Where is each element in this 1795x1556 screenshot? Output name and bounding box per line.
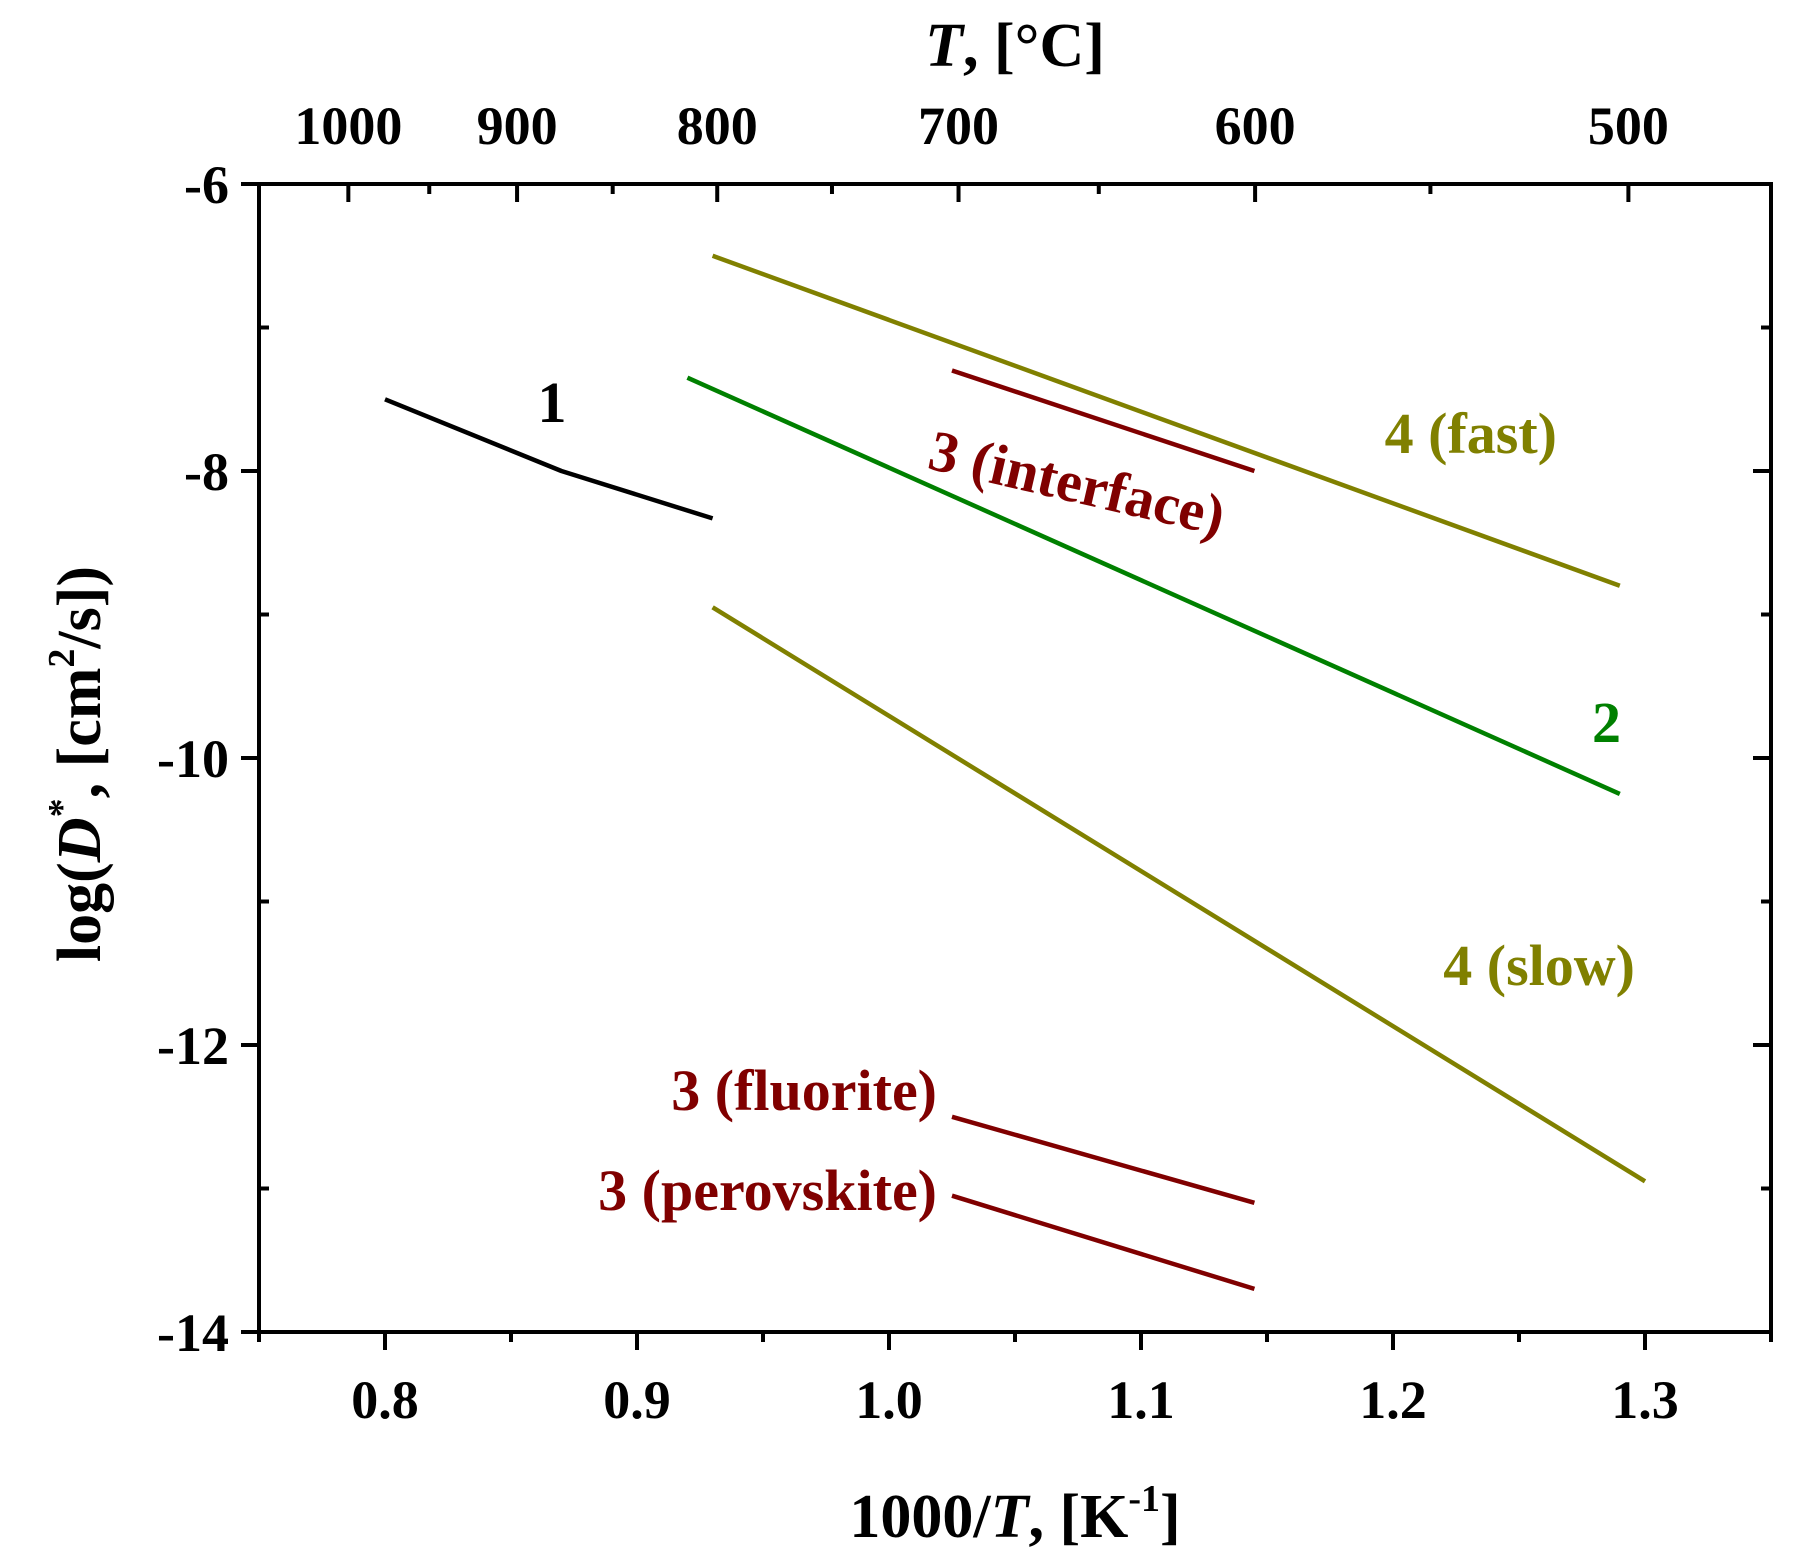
top-tick-label: 700 bbox=[918, 96, 999, 156]
label-series-2: 2 bbox=[1592, 690, 1621, 755]
series-line-2 bbox=[951, 368, 1256, 474]
series-line-6 bbox=[711, 605, 1647, 1184]
top-tick-label: 600 bbox=[1215, 96, 1296, 156]
label-series-3-interface: 3 (interface) bbox=[923, 417, 1231, 548]
x-tick-label: 1.1 bbox=[1107, 1370, 1175, 1430]
label-series-1: 1 bbox=[538, 370, 567, 435]
series-line-3 bbox=[951, 1114, 1256, 1205]
label-series-4-slow: 4 (slow) bbox=[1443, 933, 1635, 998]
x-axis-title: 1000/T, [K-1] bbox=[849, 1478, 1180, 1551]
y-tick-label: -12 bbox=[157, 1016, 229, 1076]
top-tick-label: 800 bbox=[677, 96, 758, 156]
x-tick-label: 1.3 bbox=[1611, 1370, 1679, 1430]
x-tick-label: 1.0 bbox=[855, 1370, 923, 1430]
x-tick-label: 1.2 bbox=[1359, 1370, 1427, 1430]
top-axis-title: T, [°C] bbox=[925, 12, 1105, 80]
y-tick-label: -8 bbox=[184, 442, 229, 502]
x-tick-label: 0.8 bbox=[351, 1370, 419, 1430]
tick-marks bbox=[241, 182, 1773, 1350]
series-line-1 bbox=[686, 375, 1621, 796]
top-tick-label: 900 bbox=[477, 96, 558, 156]
y-tick-label: -6 bbox=[184, 155, 229, 215]
series-lines bbox=[384, 253, 1647, 1292]
y-tick-label: -10 bbox=[157, 729, 229, 789]
top-tick-label: 500 bbox=[1588, 96, 1669, 156]
label-series-3-fluorite: 3 (fluorite) bbox=[671, 1058, 937, 1123]
series-line-4 bbox=[951, 1193, 1256, 1292]
series-line-0 bbox=[384, 397, 714, 521]
top-tick-label: 1000 bbox=[294, 96, 402, 156]
y-tick-label: -14 bbox=[157, 1303, 229, 1363]
label-series-4-fast: 4 (fast) bbox=[1385, 401, 1557, 466]
series-line-5 bbox=[711, 253, 1621, 588]
tick-labels: 0.8 0.9 1.0 1.1 1.2 1.3 -6 -8 -10 -12 -14 1000 900 80… bbox=[157, 96, 1679, 1430]
y-axis-title: log(D*, [cm2/s]) bbox=[41, 566, 114, 962]
label-series-3-perovskite: 3 (perovskite) bbox=[598, 1158, 937, 1223]
x-tick-label: 0.9 bbox=[603, 1370, 671, 1430]
